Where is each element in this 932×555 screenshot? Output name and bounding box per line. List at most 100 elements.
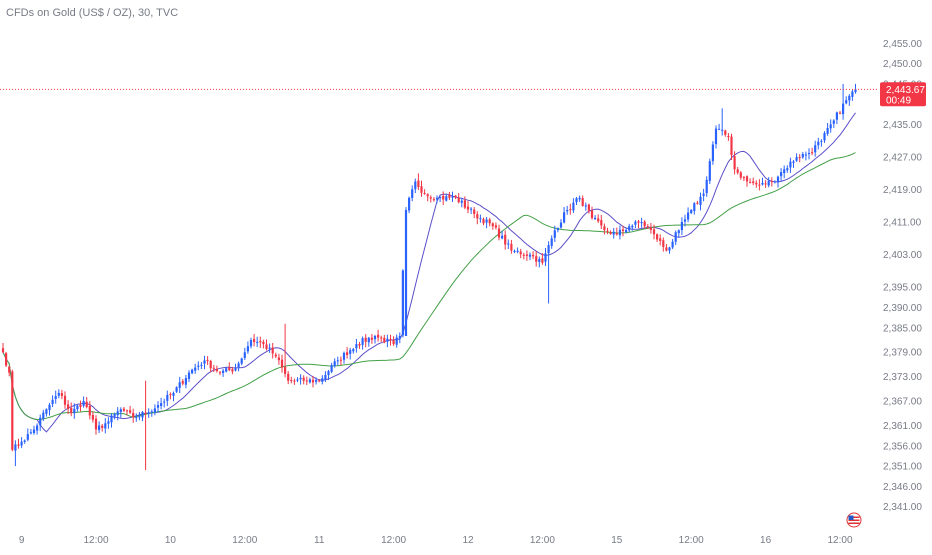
time-axis[interactable]: 9 12:00 10 12:00 11 12:00 12 12:00 15 12:00 16 12:0… <box>19 535 853 546</box>
candle-body <box>497 228 501 238</box>
candle-body <box>60 393 63 396</box>
candle-body <box>439 197 442 198</box>
candle <box>94 415 98 435</box>
candle <box>451 191 454 202</box>
candle <box>439 196 442 202</box>
time-tick-label: 12:00 <box>83 535 108 546</box>
candle-body <box>767 180 770 186</box>
candle <box>528 252 532 261</box>
candle-body <box>842 103 845 115</box>
candle-body <box>587 204 590 211</box>
candle <box>504 230 507 250</box>
candle-body <box>70 408 73 414</box>
candle <box>156 401 160 413</box>
candle <box>169 392 172 400</box>
candle-body <box>445 196 448 201</box>
candle <box>63 391 67 409</box>
candle-body <box>600 220 603 226</box>
candle <box>625 228 628 234</box>
candle <box>466 200 470 214</box>
candle <box>767 177 770 188</box>
candle <box>538 256 541 268</box>
candle <box>60 389 63 400</box>
candle-body <box>187 372 191 379</box>
candle-body <box>742 177 745 179</box>
candle <box>141 411 144 422</box>
candle <box>147 408 150 418</box>
candle <box>721 108 724 136</box>
candle <box>327 369 330 380</box>
candle-body <box>284 366 287 374</box>
candle <box>42 409 45 422</box>
candle-body <box>820 140 823 142</box>
candle-body <box>451 196 454 198</box>
candle <box>222 368 225 377</box>
candle-body <box>609 232 612 234</box>
candle-body <box>367 337 370 343</box>
candle <box>191 368 194 375</box>
candle-body <box>271 347 274 354</box>
candle <box>736 167 739 175</box>
candle-body <box>175 387 178 392</box>
candle <box>755 180 758 188</box>
candle-body <box>352 349 355 352</box>
candle <box>817 137 820 150</box>
candle-body <box>442 196 445 200</box>
candle <box>234 363 237 372</box>
candle-body <box>150 411 153 413</box>
candle-body <box>721 129 724 131</box>
candle-body <box>711 144 714 162</box>
candle-body <box>8 366 11 373</box>
candle-body <box>11 371 14 450</box>
candle-body <box>246 346 249 352</box>
candle-body <box>73 408 76 414</box>
candle-body <box>727 136 730 137</box>
candle <box>271 343 274 359</box>
candle <box>259 336 262 348</box>
candle-body <box>838 112 842 114</box>
candle <box>206 356 209 365</box>
candle <box>113 412 116 420</box>
candle <box>516 247 519 254</box>
candle <box>333 358 336 368</box>
candle-body <box>225 368 228 372</box>
candle <box>643 220 646 229</box>
candle <box>389 334 392 346</box>
price-tick-label: 2,361.00 <box>883 421 922 432</box>
candle-body <box>448 195 451 198</box>
candle-body <box>553 230 556 238</box>
candle-body <box>736 169 739 173</box>
candle <box>550 235 553 249</box>
candle-body <box>491 223 494 227</box>
candle <box>525 250 528 261</box>
candle-body <box>683 219 687 222</box>
candle-body <box>36 425 39 431</box>
candle-body <box>42 412 45 419</box>
candle <box>11 369 14 452</box>
candle-body <box>817 141 820 146</box>
candle <box>851 89 854 101</box>
candle-body <box>755 182 758 185</box>
candle <box>125 409 129 416</box>
candle-body <box>305 380 308 382</box>
candle <box>392 336 395 346</box>
candle-body <box>522 254 525 256</box>
price-axis[interactable]: 2,455.002,450.002,445.002,435.002,427.00… <box>880 39 926 513</box>
candle-body <box>383 337 386 343</box>
candle <box>482 217 485 226</box>
candle <box>160 397 163 410</box>
price-tick-label: 2,403.00 <box>883 250 922 261</box>
candle-body <box>222 370 225 373</box>
candle <box>311 375 315 388</box>
candle-body <box>690 210 693 213</box>
candle-body <box>23 440 26 442</box>
candle-body <box>48 404 51 411</box>
candle <box>510 239 513 254</box>
candle-body <box>547 245 550 254</box>
candle-body <box>795 157 798 161</box>
flag-icon[interactable] <box>846 512 862 528</box>
candle <box>442 191 445 205</box>
candle <box>212 364 215 372</box>
